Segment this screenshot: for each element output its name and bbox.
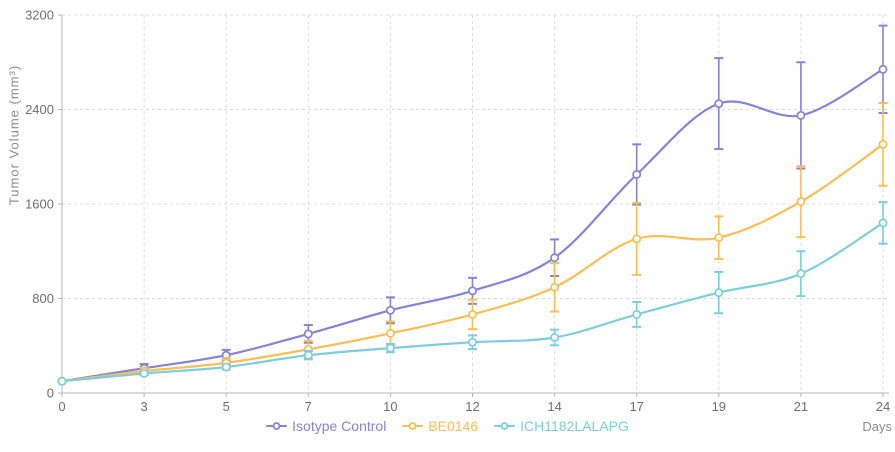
data-point-marker [550,253,560,263]
y-axis-title: Tumor Volume (mm³) [6,64,22,206]
data-point-marker [57,376,67,386]
svg-text:5: 5 [223,399,230,414]
svg-text:17: 17 [629,399,643,414]
data-point-marker [303,350,313,360]
data-point-marker [714,99,724,109]
data-point-marker [139,369,149,378]
data-point-marker [221,362,231,372]
data-point-marker [878,218,888,228]
x-axis-tick-labels: 0 3 5 7 10 12 14 17 19 21 24 [58,399,890,414]
svg-text:19: 19 [712,399,726,414]
legend-item-isotype-control[interactable]: Isotype Control [266,418,386,434]
svg-text:800: 800 [32,291,54,306]
legend-label: Isotype Control [292,418,387,434]
svg-text:1600: 1600 [25,197,54,212]
data-point-marker [796,110,806,120]
svg-text:24: 24 [876,399,890,414]
data-point-marker [468,286,477,296]
data-point-marker [303,329,313,339]
data-point-marker [385,305,395,315]
svg-text:2400: 2400 [25,102,54,117]
y-axis-tick-labels: 0 800 1600 2400 3200 [25,8,54,401]
line-marker-icon [494,422,516,430]
svg-text:7: 7 [305,399,312,414]
svg-text:0: 0 [47,386,54,401]
data-point-marker [714,288,724,298]
data-point-marker [468,309,477,319]
x-axis-title: Days [862,419,892,434]
legend-label: ICH1182LALAPG [520,418,629,434]
svg-text:3: 3 [140,399,147,414]
svg-text:12: 12 [465,399,479,414]
data-point-marker [632,309,642,319]
data-point-marker [714,233,724,243]
data-point-marker [385,328,395,338]
data-point-marker [632,234,642,244]
data-point-marker [468,337,477,347]
line-marker-icon [402,422,424,430]
line-marker-icon [266,422,288,430]
data-point-marker [796,197,806,207]
data-point-marker [796,269,806,279]
data-point-marker [632,170,642,179]
axes [58,14,889,397]
legend: Isotype Control BE0146 ICH1182LALAPG [0,418,895,434]
data-point-marker [385,343,395,353]
data-point-marker [550,333,560,342]
series-isotype-control [57,24,888,386]
series-ich1182lalapg [57,201,888,386]
svg-text:3200: 3200 [25,8,54,23]
svg-text:14: 14 [547,399,561,414]
legend-label: BE0146 [428,418,479,434]
data-point-marker [878,64,888,74]
legend-item-ich1182lalapg[interactable]: ICH1182LALAPG [494,418,629,434]
svg-text:10: 10 [383,399,397,414]
legend-item-be0146[interactable]: BE0146 [402,418,478,434]
svg-text:0: 0 [58,399,65,414]
data-point-marker [878,139,888,149]
svg-text:21: 21 [794,399,808,414]
data-point-marker [550,282,560,292]
